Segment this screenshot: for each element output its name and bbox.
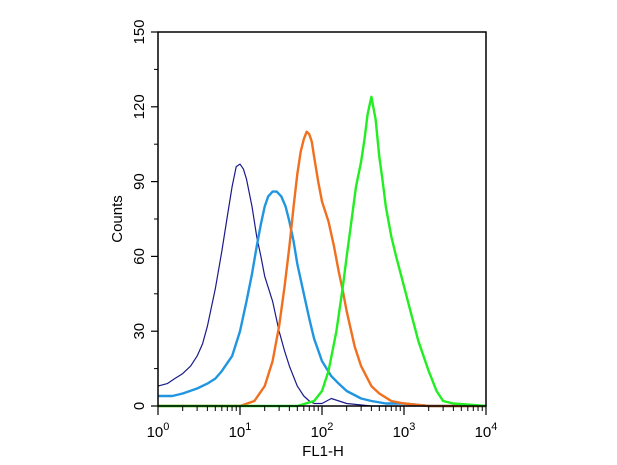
x-tick-label: 104	[475, 421, 498, 441]
plot-area	[157, 95, 487, 408]
x-tick-label: 103	[393, 421, 416, 441]
series-2-line	[158, 190, 486, 408]
y-tick-label: 90	[131, 173, 148, 190]
series-3-line	[158, 130, 486, 408]
x-tick-label: 101	[229, 421, 252, 441]
y-tick-label: 30	[131, 323, 148, 340]
x-tick-label: 100	[147, 421, 170, 441]
y-tick-label: 0	[131, 402, 148, 410]
y-tick-label: 60	[131, 248, 148, 265]
series-1-line	[157, 163, 486, 407]
plot-frame	[157, 31, 487, 407]
y-tick-label: 150	[131, 19, 148, 44]
x-tick-label: 102	[311, 421, 334, 441]
y-axis-label: Counts	[109, 195, 126, 243]
x-axis-label: FL1-H	[302, 443, 344, 460]
axes: 0 30 60 90 120 150 100 101 102 103 104	[131, 19, 497, 441]
series-4-line	[158, 95, 487, 408]
y-tick-label: 120	[131, 94, 148, 119]
